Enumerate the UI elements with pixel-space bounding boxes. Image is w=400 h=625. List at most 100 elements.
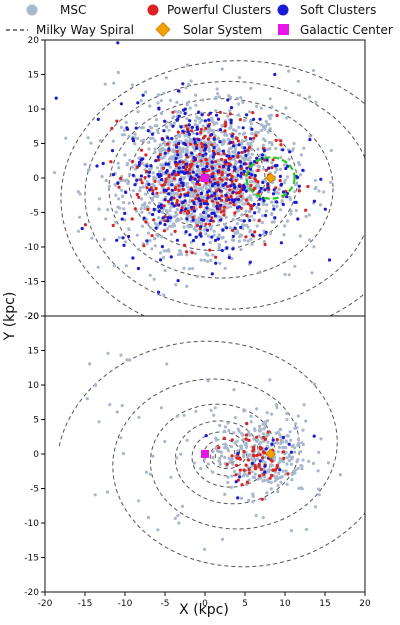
powerful-cluster-point [238, 468, 242, 472]
msc-point [168, 209, 172, 213]
msc-point [198, 120, 202, 124]
msc-point [106, 208, 110, 212]
powerful-cluster-point [248, 175, 252, 180]
soft-cluster-point [264, 447, 268, 451]
soft-cluster-point [245, 113, 249, 117]
msc-point [293, 189, 297, 194]
soft-cluster-point [193, 177, 197, 181]
msc-point [240, 145, 244, 149]
soft-cluster-point [220, 248, 224, 253]
msc-point [307, 459, 311, 463]
msc-point [147, 147, 151, 151]
msc-point [253, 472, 257, 476]
soft-cluster-point [226, 173, 230, 177]
powerful-cluster-point [205, 162, 209, 166]
msc-point [293, 468, 297, 472]
soft-cluster-point [139, 158, 143, 162]
msc-point [292, 141, 296, 146]
msc-point [171, 222, 176, 226]
msc-point [185, 149, 189, 153]
msc-point [127, 227, 131, 231]
soft-cluster-point [233, 185, 237, 189]
msc-point [175, 100, 179, 104]
msc-point [174, 283, 178, 287]
msc-point [215, 87, 219, 91]
soft-cluster-point [54, 96, 58, 100]
msc-point [241, 433, 245, 437]
soft-cluster-point [205, 202, 209, 206]
msc-point [139, 126, 144, 130]
msc-point [120, 404, 124, 408]
powerful-cluster-point [230, 175, 234, 179]
msc-point [308, 95, 312, 99]
msc-point [278, 167, 283, 171]
x-tick-label: 10 [279, 599, 291, 609]
soft-cluster-point [267, 166, 271, 170]
msc-point [301, 428, 305, 432]
msc-point [179, 147, 183, 151]
msc-point [223, 446, 227, 450]
powerful-cluster-point [232, 203, 236, 207]
soft-cluster-point [215, 204, 219, 208]
soft-cluster-point [174, 145, 179, 149]
powerful-cluster-point [274, 468, 278, 472]
msc-point [215, 121, 219, 125]
msc-point [156, 194, 160, 198]
msc-point [159, 156, 163, 161]
soft-cluster-point [252, 117, 256, 121]
soft-cluster-point [207, 189, 211, 193]
powerful-cluster-point [115, 119, 119, 123]
msc-point [212, 233, 216, 237]
soft-cluster-point [174, 160, 178, 164]
msc-point [214, 436, 218, 440]
msc-point [223, 222, 227, 226]
msc-point [140, 224, 144, 228]
msc-point [216, 449, 220, 453]
msc-point [235, 222, 239, 226]
soft-cluster-point [116, 181, 120, 185]
soft-cluster-point [213, 181, 217, 186]
msc-point [138, 189, 142, 193]
soft-cluster-point [216, 237, 220, 241]
msc-point [227, 456, 231, 461]
msc-point [312, 245, 316, 249]
powerful-cluster-point [153, 179, 157, 183]
msc-point [188, 200, 192, 204]
msc-point [211, 128, 215, 132]
msc-point [153, 150, 157, 154]
bottom-x-ticks: -20 -15 -10 -5 0 5 10 15 20 [38, 592, 371, 609]
powerful-marker-icon [147, 4, 159, 16]
soft-cluster-point [160, 245, 164, 249]
soft-cluster-point [136, 266, 141, 271]
msc-point [289, 529, 293, 533]
msc-point [297, 443, 301, 447]
msc-point [235, 96, 239, 100]
msc-point [297, 486, 301, 490]
soft-cluster-point [183, 107, 187, 111]
msc-point [240, 142, 244, 146]
msc-point [256, 147, 260, 151]
powerful-cluster-point [222, 205, 227, 209]
galactic-center-marker [201, 450, 209, 458]
msc-point [257, 210, 261, 214]
soft-cluster-point [243, 149, 247, 153]
soft-cluster-point [80, 226, 84, 231]
soft-cluster-point [196, 180, 200, 184]
msc-point [145, 180, 149, 184]
powerful-cluster-point [275, 113, 279, 118]
powerful-cluster-point [167, 175, 171, 179]
msc-point [206, 259, 210, 264]
soft-cluster-point [177, 203, 181, 207]
msc-point [86, 168, 91, 172]
msc-point [226, 475, 230, 479]
msc-point [224, 171, 228, 175]
soft-cluster-point [236, 496, 240, 500]
powerful-cluster-point [243, 135, 248, 139]
msc-point [203, 258, 207, 262]
msc-point [148, 273, 152, 277]
soft-cluster-point [145, 239, 149, 243]
msc-point [241, 156, 245, 160]
msc-point [284, 106, 288, 110]
powerful-cluster-point [190, 251, 194, 255]
msc-point [212, 203, 216, 208]
